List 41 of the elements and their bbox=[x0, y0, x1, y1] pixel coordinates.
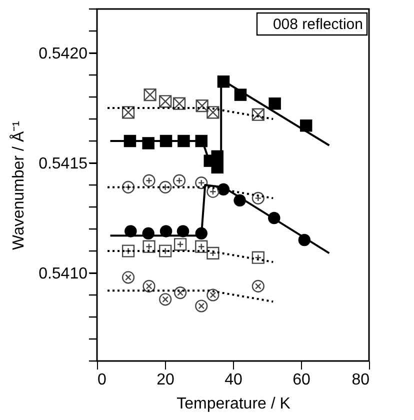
x-tick-label: 60 bbox=[292, 372, 310, 388]
x-axis-title: Temperature / K bbox=[176, 396, 291, 412]
point bbox=[268, 97, 281, 110]
point bbox=[206, 246, 220, 260]
point bbox=[195, 240, 208, 253]
point bbox=[122, 271, 135, 284]
point bbox=[252, 192, 264, 204]
line-series bbox=[109, 184, 330, 254]
point bbox=[142, 240, 156, 253]
annotation: 008 reflection bbox=[272, 16, 363, 33]
x-tick-label: 20 bbox=[156, 372, 174, 388]
point bbox=[122, 244, 135, 258]
point bbox=[252, 108, 264, 121]
point bbox=[159, 180, 172, 194]
point bbox=[122, 106, 135, 119]
point bbox=[252, 251, 264, 264]
point bbox=[206, 288, 220, 302]
point bbox=[196, 100, 208, 112]
point bbox=[159, 293, 172, 306]
point bbox=[142, 280, 156, 292]
x-tick-label: 0 bbox=[98, 372, 106, 388]
y-tick-label: 0.5415 bbox=[38, 156, 88, 172]
point bbox=[142, 174, 156, 187]
point bbox=[122, 180, 135, 194]
point bbox=[206, 185, 220, 198]
point bbox=[195, 300, 208, 312]
y-axis-title: Wavenumber / Å⁻¹ bbox=[10, 121, 28, 250]
y-tick-label: 0.5410 bbox=[38, 266, 88, 282]
x-tick-label: 80 bbox=[352, 372, 370, 388]
point bbox=[252, 280, 264, 292]
point bbox=[172, 97, 186, 110]
point bbox=[174, 286, 187, 300]
point bbox=[195, 176, 208, 190]
point bbox=[159, 244, 172, 258]
point bbox=[172, 174, 186, 187]
point bbox=[159, 95, 172, 108]
x-tick-label: 40 bbox=[224, 372, 242, 388]
y-tick-label: 0.5420 bbox=[38, 46, 88, 62]
point bbox=[174, 238, 187, 251]
point bbox=[144, 88, 156, 102]
point bbox=[206, 106, 220, 119]
